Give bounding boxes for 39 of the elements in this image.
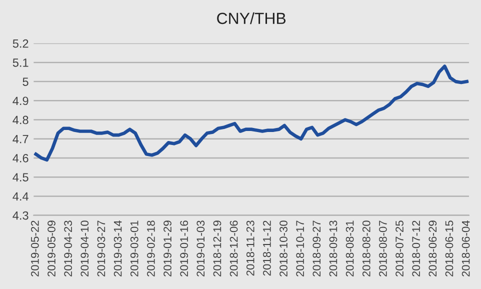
y-tick-label: 5.1 [12, 58, 28, 67]
x-tick-label: 2018-12-19 [213, 220, 222, 276]
y-tick-label: 4.3 [12, 211, 28, 220]
x-tick-label: 2018-06-15 [445, 220, 454, 276]
y-tick-label: 4.5 [12, 173, 28, 182]
x-tick-label: 2019-01-16 [180, 220, 188, 276]
y-tick-label: 4.8 [12, 116, 28, 124]
x-tick-label: 2019-03-14 [114, 220, 122, 276]
x-tick-label: 2018-09-13 [329, 220, 338, 276]
y-tick-label: 4.4 [12, 192, 28, 200]
x-tick-label: 2019-05-09 [48, 220, 56, 276]
y-tick-label: 5.2 [12, 39, 28, 48]
x-tick-label: 2018-09-27 [312, 220, 321, 276]
x-tick-label: 2018-08-31 [346, 220, 354, 276]
x-tick-label: 2018-08-20 [362, 220, 370, 276]
y-tick-label: 5 [22, 78, 28, 86]
x-tick-label: 2019-01-29 [164, 220, 172, 276]
x-tick-label: 2018-08-07 [379, 220, 387, 276]
x-tick-label: 2019-04-23 [64, 220, 72, 276]
x-tick-label: 2018-11-23 [246, 220, 254, 276]
y-tick-label: 4.6 [12, 154, 28, 162]
x-tick-label: 2019-05-22 [30, 220, 39, 276]
x-tick-label: 2019-02-18 [147, 220, 155, 276]
x-tick-label: 2018-10-17 [296, 220, 304, 276]
x-tick-label: 2018-10-30 [280, 220, 288, 276]
x-tick-label: 2018-07-12 [412, 220, 420, 276]
line-series [34, 64, 468, 162]
x-tick-label: 2018-12-06 [230, 220, 238, 276]
x-tick-label: 2019-03-27 [97, 220, 106, 276]
x-tick-label: 2018-07-25 [396, 220, 404, 276]
chart-title: CNY/THB [217, 12, 286, 24]
x-tick-label: 2019-01-03 [196, 220, 205, 276]
x-tick-label: 2018-06-29 [428, 220, 437, 276]
x-tick-label: 2018-11-12 [263, 220, 271, 276]
x-tick-label: 2019-03-01 [130, 220, 138, 276]
y-tick-label: 4.7 [12, 135, 28, 144]
x-tick-label: 2018-06-04 [462, 220, 470, 276]
x-tick-label: 2019-04-10 [80, 220, 89, 276]
y-tick-label: 4.9 [12, 96, 28, 106]
